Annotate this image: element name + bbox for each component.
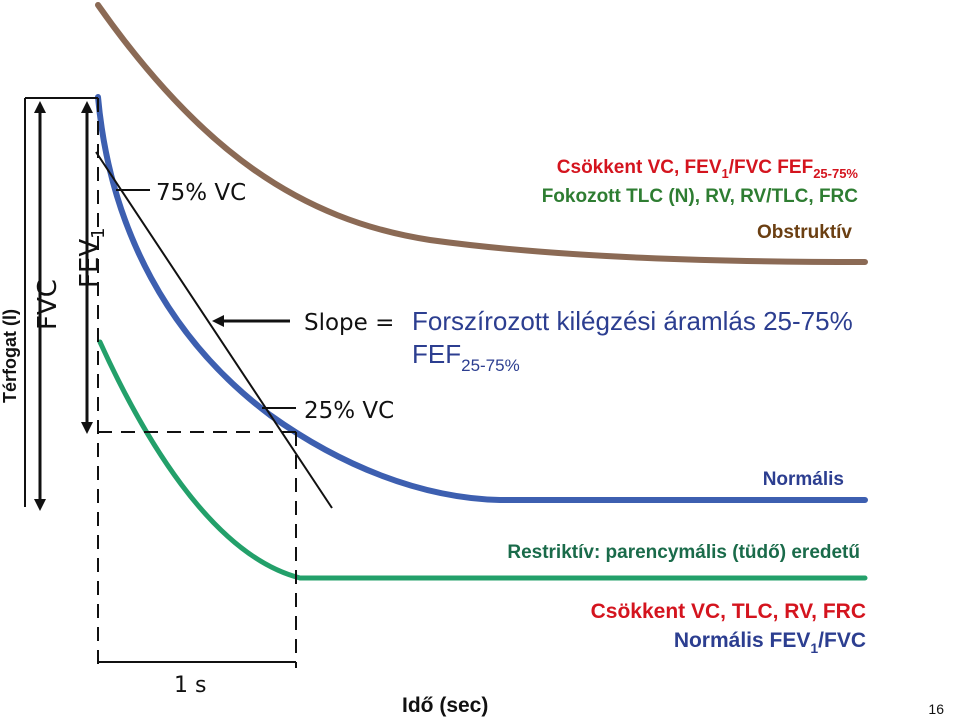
obstructive-curve (95, 2, 868, 265)
y-axis-label: Térfogat (l) (0, 309, 20, 403)
fef-title: Forszírozott kilégzési áramlás 25-75% (412, 306, 853, 336)
vc25-label: 25% VC (304, 398, 394, 424)
page-number: 16 (928, 701, 944, 717)
restrictive-title: Restriktív: parencymális (tüdő) eredetű (507, 542, 860, 563)
restrictive-line2: Normális FEV1/FVC (674, 629, 866, 656)
x-axis-label: Idő (sec) (402, 694, 488, 717)
normal-curve (95, 94, 868, 503)
fef-label: FEF25-75% (412, 339, 520, 375)
slope-label: Slope = (304, 310, 394, 336)
restrictive-curve (97, 339, 868, 581)
slope-line (95, 151, 333, 509)
obstructive-line2: Fokozott TLC (N), RV, RV/TLC, FRC (542, 186, 859, 207)
vc75-label: 75% VC (156, 180, 246, 206)
obstructive-title: Obstruktív (757, 222, 852, 243)
normal-title: Normális (763, 469, 844, 490)
obstructive-line1: Csökkent VC, FEV1/FVC FEF25-75% (557, 157, 859, 181)
fev1-label: FEV1 (75, 227, 109, 288)
one-second-label: 1 s (174, 673, 206, 698)
fvc-label: FVC (33, 279, 63, 330)
restrictive-line1: Csökkent VC, TLC, RV, FRC (591, 600, 866, 623)
